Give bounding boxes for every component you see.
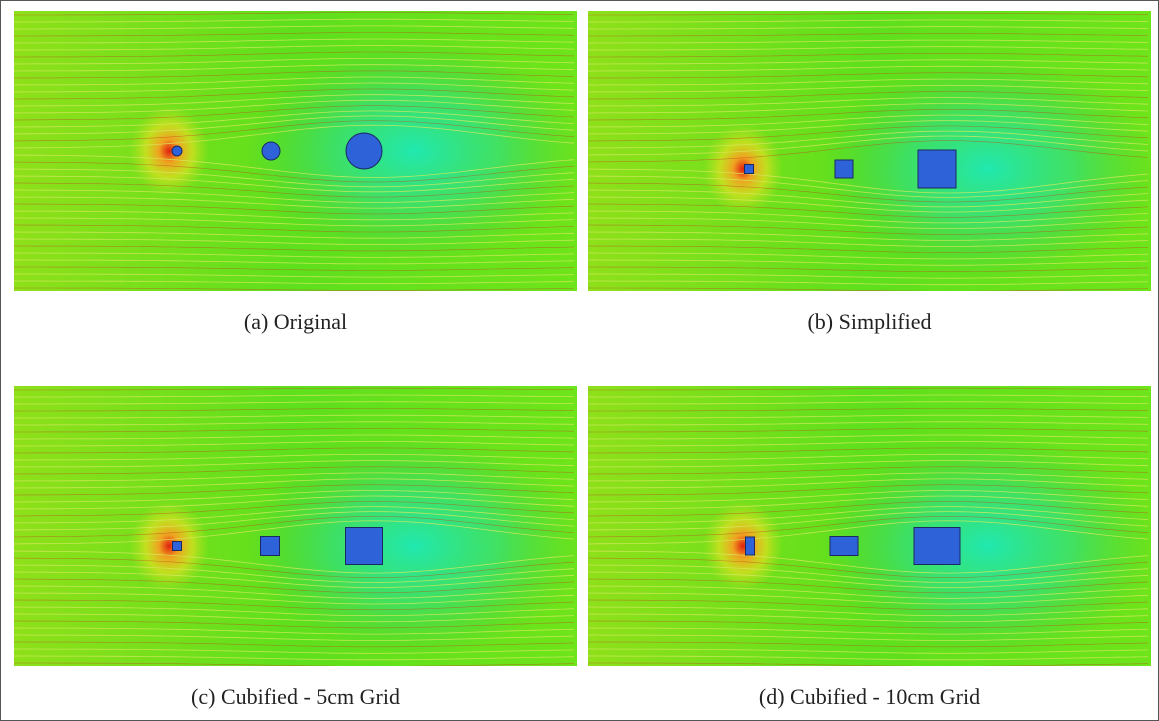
- stagnation: [129, 106, 209, 196]
- caption: (d) Cubified - 10cm Grid: [758, 684, 981, 709]
- obstacle: [260, 536, 280, 556]
- streamlines: [588, 19, 1149, 286]
- obstacle: [917, 149, 957, 189]
- caption: (a) Original: [243, 309, 348, 334]
- caption: (c) Cubified - 5cm Grid: [191, 684, 400, 709]
- streamlines: [14, 18, 575, 285]
- obstacle: [745, 536, 755, 556]
- flow-image: [14, 386, 577, 666]
- obstacle: [834, 159, 854, 179]
- obstacle: [261, 141, 281, 161]
- obstacle: [171, 145, 183, 157]
- stagnation: [703, 501, 783, 591]
- stagnation: [129, 501, 209, 591]
- flow-image: [588, 11, 1151, 291]
- obstacle: [913, 527, 961, 565]
- streamlines: [14, 387, 575, 666]
- flow-image: [588, 386, 1151, 666]
- streamlines: [588, 394, 1149, 661]
- flow-image: [14, 11, 577, 291]
- streamlines: [14, 394, 575, 661]
- wake: [818, 436, 1151, 656]
- wake: [244, 41, 577, 261]
- obstacle: [744, 164, 754, 174]
- obstacle: [829, 536, 859, 556]
- streamlines: [14, 12, 575, 291]
- wake: [244, 436, 577, 656]
- caption: (b) Simplified: [807, 309, 932, 334]
- stagnation: [703, 124, 783, 214]
- obstacle: [345, 527, 383, 565]
- streamlines: [588, 12, 1149, 291]
- obstacle: [172, 541, 182, 551]
- streamlines: [588, 387, 1149, 666]
- obstacle: [345, 132, 383, 170]
